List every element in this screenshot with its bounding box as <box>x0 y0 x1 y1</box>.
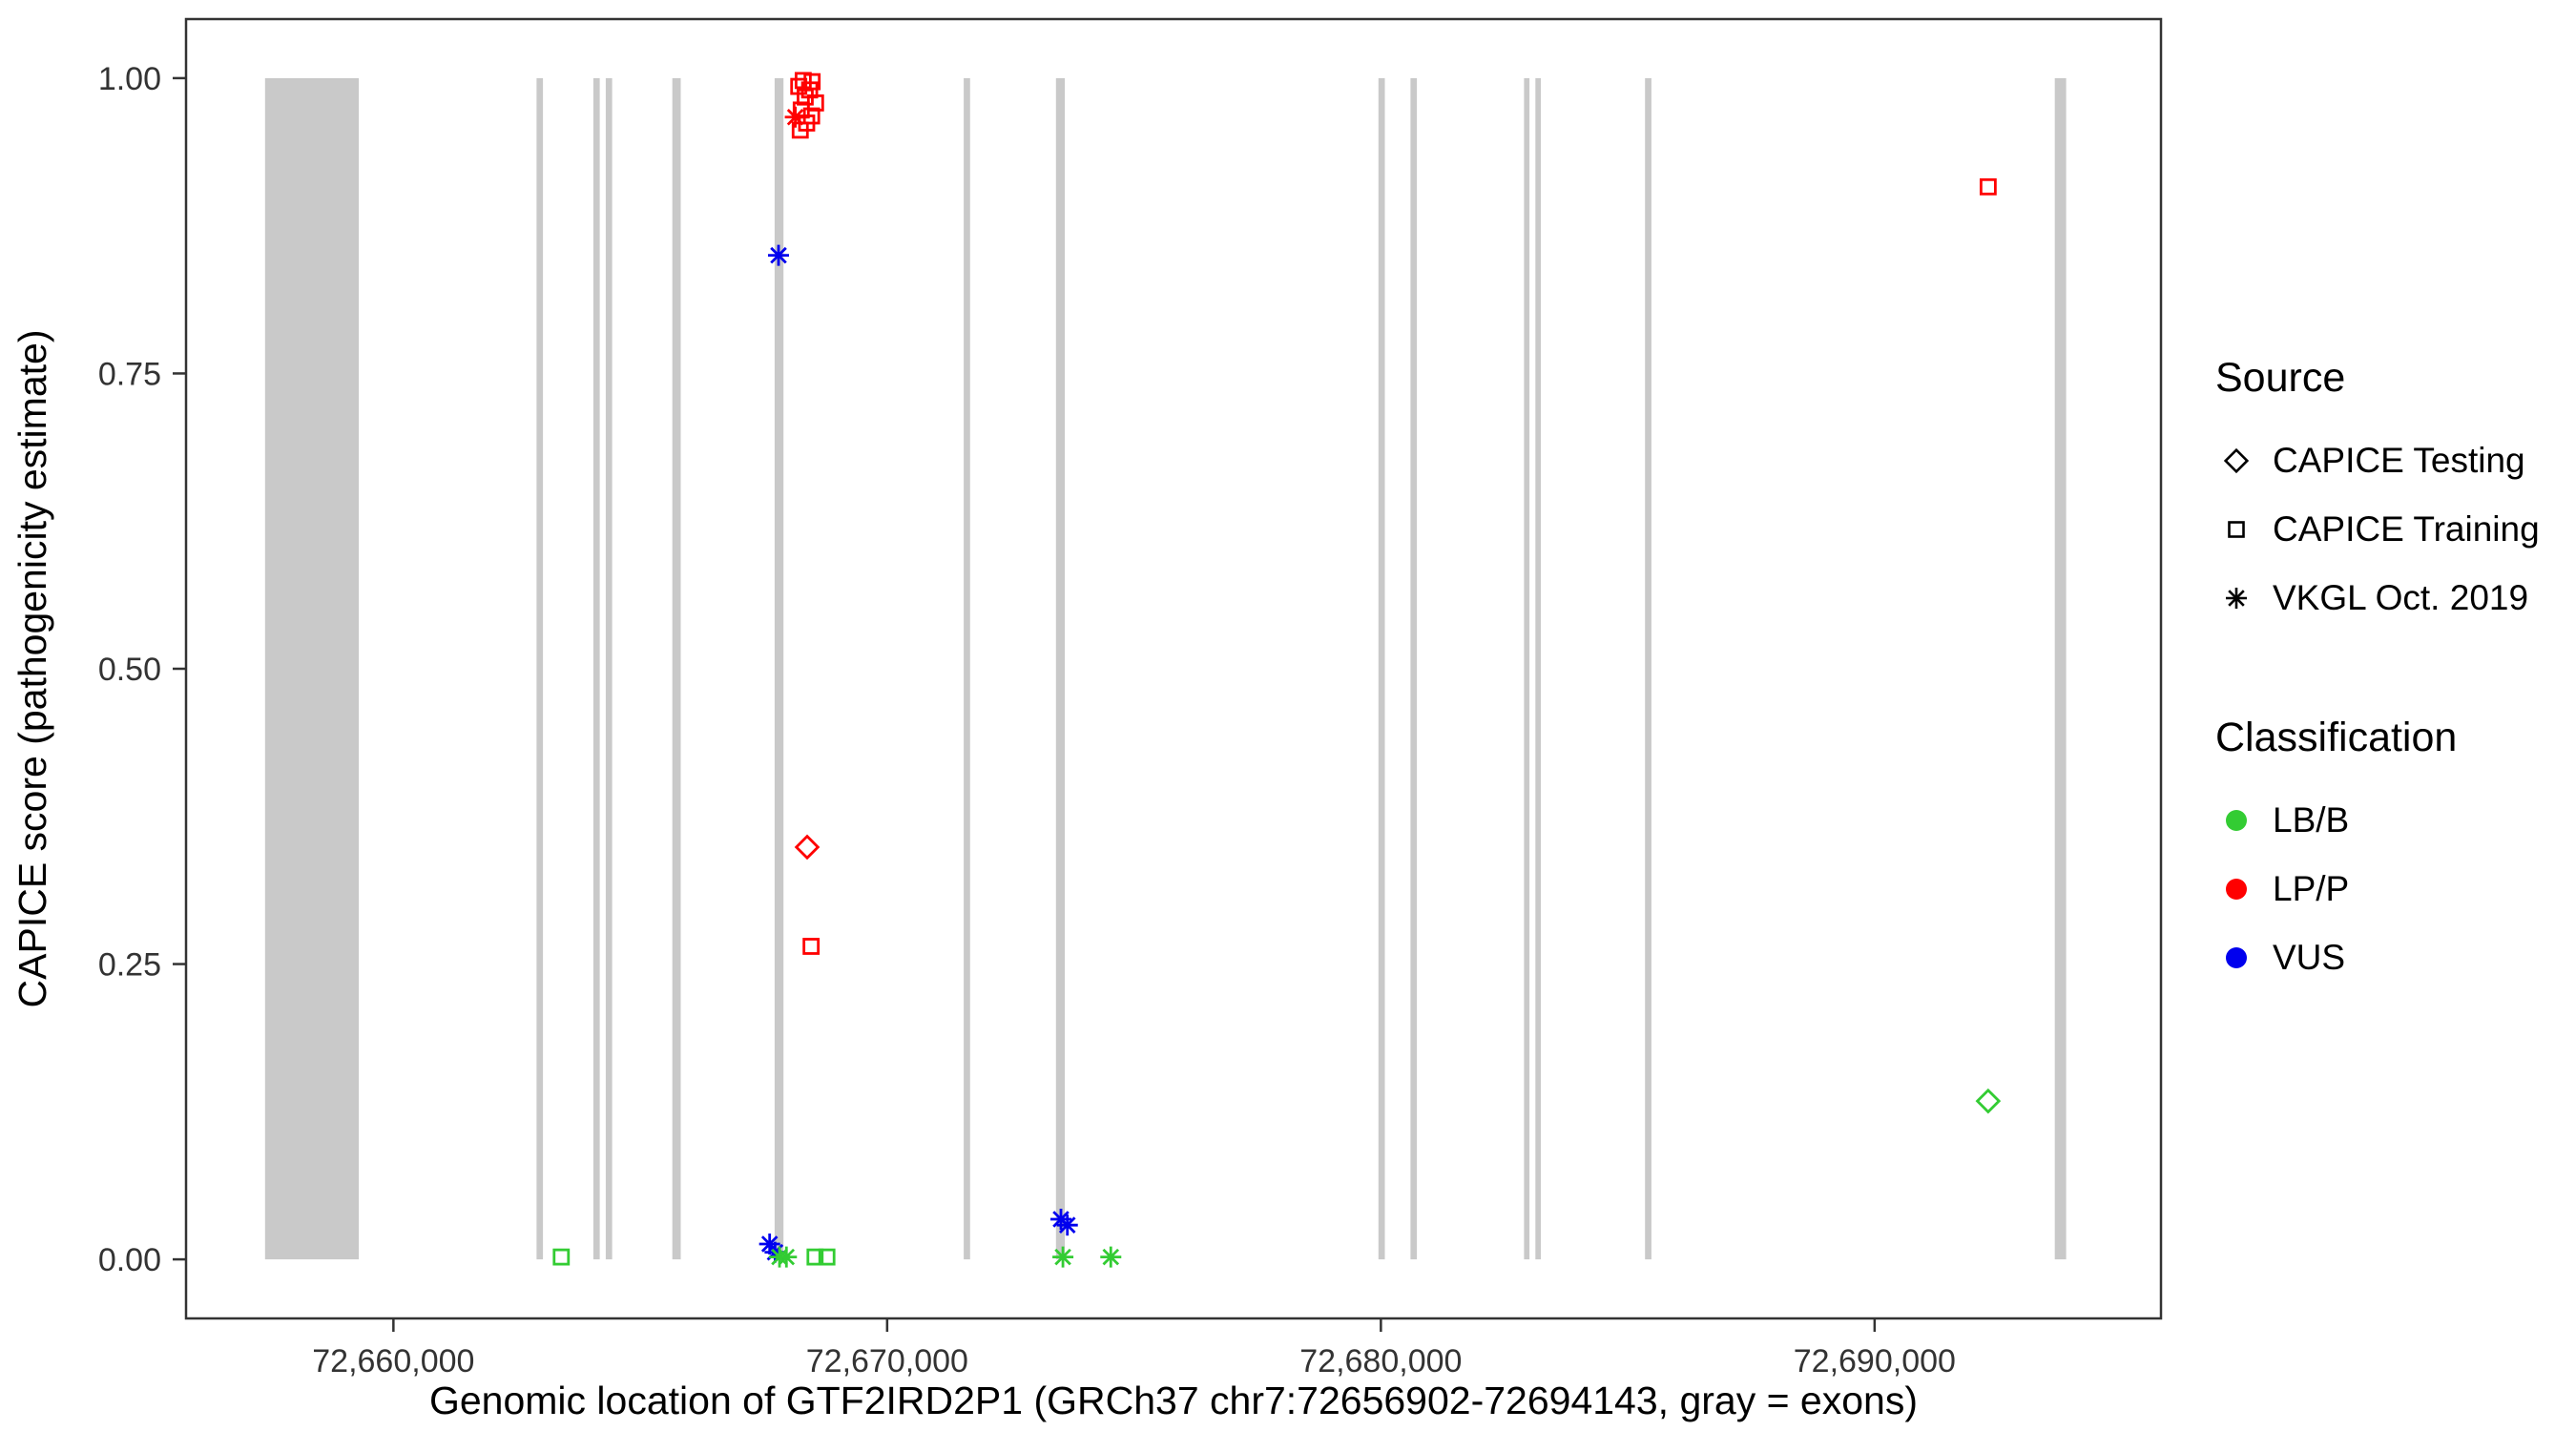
square-icon <box>2215 508 2257 550</box>
exon-bar <box>1645 77 1652 1260</box>
exon-bar <box>964 77 970 1260</box>
exon-bars <box>264 77 2067 1260</box>
exon-bar <box>1055 77 1066 1260</box>
legend-item-label: LP/P <box>2273 869 2350 908</box>
x-tick-label: 72,660,000 <box>312 1343 474 1379</box>
legend-item-label: CAPICE Testing <box>2273 441 2525 480</box>
legend-item: VKGL Oct. 2019 <box>2215 564 2559 633</box>
data-points <box>552 72 2002 1268</box>
data-point <box>802 938 821 955</box>
data-point <box>784 106 806 128</box>
data-point <box>1052 1246 1074 1268</box>
y-tick-label: 0.00 <box>98 1242 161 1278</box>
exon-bar <box>592 77 600 1260</box>
dot-icon <box>2215 799 2257 841</box>
legend-classification-title: Classification <box>2215 715 2458 760</box>
y-axis-ticks: 1.00 0.75 0.50 0.25 0.00 <box>98 61 186 1278</box>
x-tick-label: 72,680,000 <box>1299 1343 1462 1379</box>
data-point <box>1975 1088 2002 1114</box>
diamond-icon <box>2215 440 2257 482</box>
y-tick-label: 0.75 <box>98 356 161 392</box>
exon-bar <box>672 77 681 1260</box>
y-axis-title: CAPICE score (pathogenicity estimate) <box>10 330 54 1008</box>
legend-item-label: VUS <box>2273 938 2346 977</box>
data-point <box>768 244 789 266</box>
data-point <box>1056 1214 1078 1236</box>
legend-item: VUS <box>2215 923 2559 992</box>
legend-item-label: VKGL Oct. 2019 <box>2273 578 2529 617</box>
data-point <box>794 834 821 861</box>
legend-item: CAPICE Training <box>2215 495 2559 564</box>
legend-source-section: Source CAPICE Testing CAPICE Training VKGL… <box>2215 355 2559 633</box>
exon-bar <box>774 77 784 1260</box>
x-axis-ticks: 72,660,000 72,670,000 72,680,000 72,690,000 <box>312 1318 1956 1379</box>
legend-classification-items: LB/B LP/P VUS <box>2215 786 2559 992</box>
exon-bar <box>1410 77 1418 1260</box>
dot-icon <box>2215 937 2257 979</box>
legend-classification-section: Classification LB/B LP/P VUS <box>2215 715 2559 992</box>
data-point <box>776 1246 798 1268</box>
asterisk-icon <box>2215 577 2257 619</box>
legend-source-items: CAPICE Testing CAPICE Training VKGL Oct. 2… <box>2215 426 2559 633</box>
exon-bar <box>2054 77 2067 1260</box>
legend-item-label: CAPICE Training <box>2273 509 2540 549</box>
exon-bar <box>605 77 613 1260</box>
exon-bar <box>264 77 360 1260</box>
legend-item: LP/P <box>2215 855 2559 923</box>
x-tick-label: 72,670,000 <box>806 1343 968 1379</box>
data-point <box>1979 177 1997 196</box>
data-point <box>818 1248 836 1266</box>
exon-bar <box>536 77 544 1260</box>
exon-bar <box>1524 77 1530 1260</box>
legend-item: CAPICE Testing <box>2215 426 2559 495</box>
x-axis-title: Genomic location of GTF2IRD2P1 (GRCh37 c… <box>429 1379 1918 1422</box>
y-tick-label: 1.00 <box>98 61 161 97</box>
data-point <box>806 1248 824 1266</box>
exon-bar <box>1535 77 1541 1260</box>
legend-item-label: LB/B <box>2273 800 2350 840</box>
exon-bar <box>1378 77 1385 1260</box>
data-point <box>1100 1246 1122 1268</box>
legend: Source CAPICE Testing CAPICE Training VKGL… <box>2215 355 2559 992</box>
x-tick-label: 72,690,000 <box>1794 1343 1956 1379</box>
plot-panel <box>184 17 2163 1320</box>
y-tick-label: 0.50 <box>98 652 161 688</box>
y-tick-label: 0.25 <box>98 947 161 984</box>
dot-icon <box>2215 868 2257 910</box>
legend-source-title: Source <box>2215 355 2346 401</box>
legend-item: LB/B <box>2215 786 2559 855</box>
data-point <box>552 1248 571 1266</box>
